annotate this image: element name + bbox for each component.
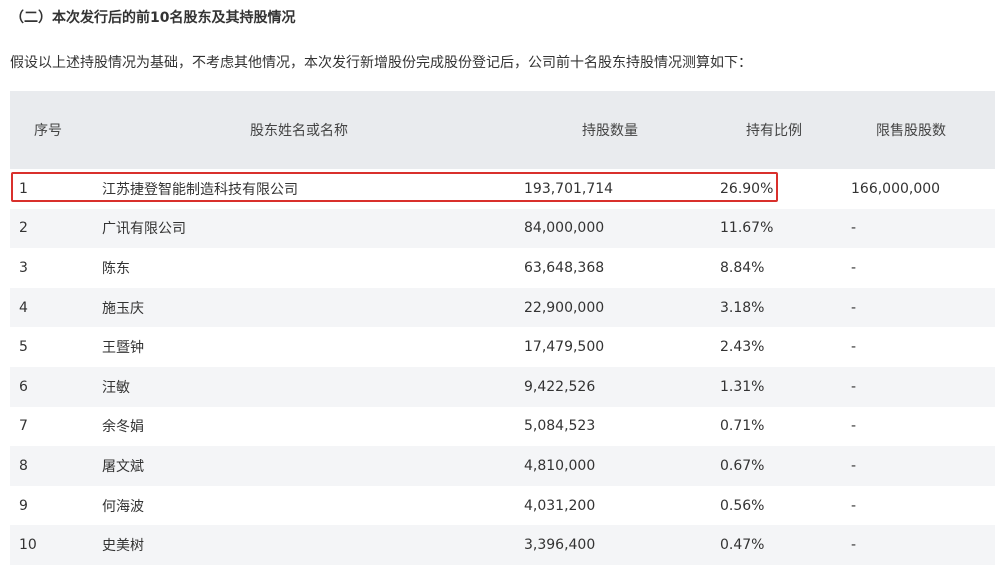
header-serial: 序号 [10, 91, 102, 169]
table-row: 4 施玉庆 22,900,000 3.18% - [10, 287, 995, 328]
cell-shares-held: 4,031,200 [522, 485, 720, 526]
header-restricted-shares: 限售股股数 [846, 91, 995, 169]
cell-restricted-shares: - [846, 525, 995, 565]
cell-serial: 2 [10, 208, 102, 249]
cell-shareholder-name: 王暨钟 [102, 327, 522, 367]
cell-shares-held: 22,900,000 [522, 287, 720, 328]
cell-holding-ratio: 2.43% [720, 327, 846, 367]
cell-restricted-shares: - [846, 446, 995, 486]
cell-serial: 7 [10, 406, 102, 447]
cell-serial: 6 [10, 366, 102, 407]
cell-holding-ratio: 0.71% [720, 406, 846, 447]
cell-shareholder-name: 余冬娟 [102, 406, 522, 447]
shareholders-table: 序号 股东姓名或名称 持股数量 持有比例 限售股股数 1 江苏捷登智能制造科技有… [10, 91, 995, 565]
section-title: （二）本次发行后的前10名股东及其持股情况 [10, 10, 296, 26]
cell-shareholder-name: 广讯有限公司 [102, 208, 522, 249]
cell-serial: 4 [10, 287, 102, 328]
cell-restricted-shares: - [846, 485, 995, 526]
cell-holding-ratio: 0.47% [720, 525, 846, 565]
cell-shares-held: 4,810,000 [522, 446, 720, 486]
cell-shares-held: 17,479,500 [522, 327, 720, 367]
cell-shareholder-name: 施玉庆 [102, 287, 522, 328]
cell-shares-held: 193,701,714 [522, 169, 720, 209]
table-row: 9 何海波 4,031,200 0.56% - [10, 485, 995, 526]
cell-serial: 5 [10, 327, 102, 367]
cell-shares-held: 84,000,000 [522, 208, 720, 249]
table-row: 2 广讯有限公司 84,000,000 11.67% - [10, 208, 995, 249]
cell-holding-ratio: 3.18% [720, 287, 846, 328]
cell-shareholder-name: 屠文斌 [102, 446, 522, 486]
cell-serial: 10 [10, 525, 102, 565]
cell-restricted-shares: - [846, 248, 995, 288]
cell-restricted-shares: - [846, 287, 995, 328]
cell-holding-ratio: 11.67% [720, 208, 846, 249]
cell-restricted-shares: 166,000,000 [846, 169, 995, 209]
header-shares-held: 持股数量 [522, 91, 720, 169]
cell-serial: 9 [10, 485, 102, 526]
cell-restricted-shares: - [846, 406, 995, 447]
cell-shares-held: 5,084,523 [522, 406, 720, 447]
table-row: 3 陈东 63,648,368 8.84% - [10, 248, 995, 288]
header-holding-ratio: 持有比例 [720, 91, 846, 169]
cell-holding-ratio: 26.90% [720, 169, 846, 209]
table-row: 5 王暨钟 17,479,500 2.43% - [10, 327, 995, 367]
table-row: 6 汪敏 9,422,526 1.31% - [10, 366, 995, 407]
cell-holding-ratio: 0.67% [720, 446, 846, 486]
table-row: 10 史美树 3,396,400 0.47% - [10, 525, 995, 565]
cell-holding-ratio: 0.56% [720, 485, 846, 526]
cell-serial: 8 [10, 446, 102, 486]
cell-shares-held: 9,422,526 [522, 366, 720, 407]
cell-shareholder-name: 何海波 [102, 485, 522, 526]
cell-restricted-shares: - [846, 366, 995, 407]
header-shareholder-name: 股东姓名或名称 [102, 91, 522, 169]
cell-serial: 1 [10, 169, 102, 209]
cell-shareholder-name: 江苏捷登智能制造科技有限公司 [102, 169, 522, 209]
table-row: 7 余冬娟 5,084,523 0.71% - [10, 406, 995, 447]
cell-restricted-shares: - [846, 208, 995, 249]
cell-shares-held: 3,396,400 [522, 525, 720, 565]
intro-paragraph: 假设以上述持股情况为基础，不考虑其他情况，本次发行新增股份完成股份登记后，公司前… [10, 55, 752, 71]
table-row: 1 江苏捷登智能制造科技有限公司 193,701,714 26.90% 166,… [10, 169, 995, 209]
cell-serial: 3 [10, 248, 102, 288]
cell-restricted-shares: - [846, 327, 995, 367]
cell-shareholder-name: 史美树 [102, 525, 522, 565]
cell-holding-ratio: 8.84% [720, 248, 846, 288]
cell-shareholder-name: 陈东 [102, 248, 522, 288]
cell-holding-ratio: 1.31% [720, 366, 846, 407]
cell-shareholder-name: 汪敏 [102, 366, 522, 407]
table-header-row: 序号 股东姓名或名称 持股数量 持有比例 限售股股数 [10, 91, 995, 169]
cell-shares-held: 63,648,368 [522, 248, 720, 288]
table-row: 8 屠文斌 4,810,000 0.67% - [10, 446, 995, 486]
